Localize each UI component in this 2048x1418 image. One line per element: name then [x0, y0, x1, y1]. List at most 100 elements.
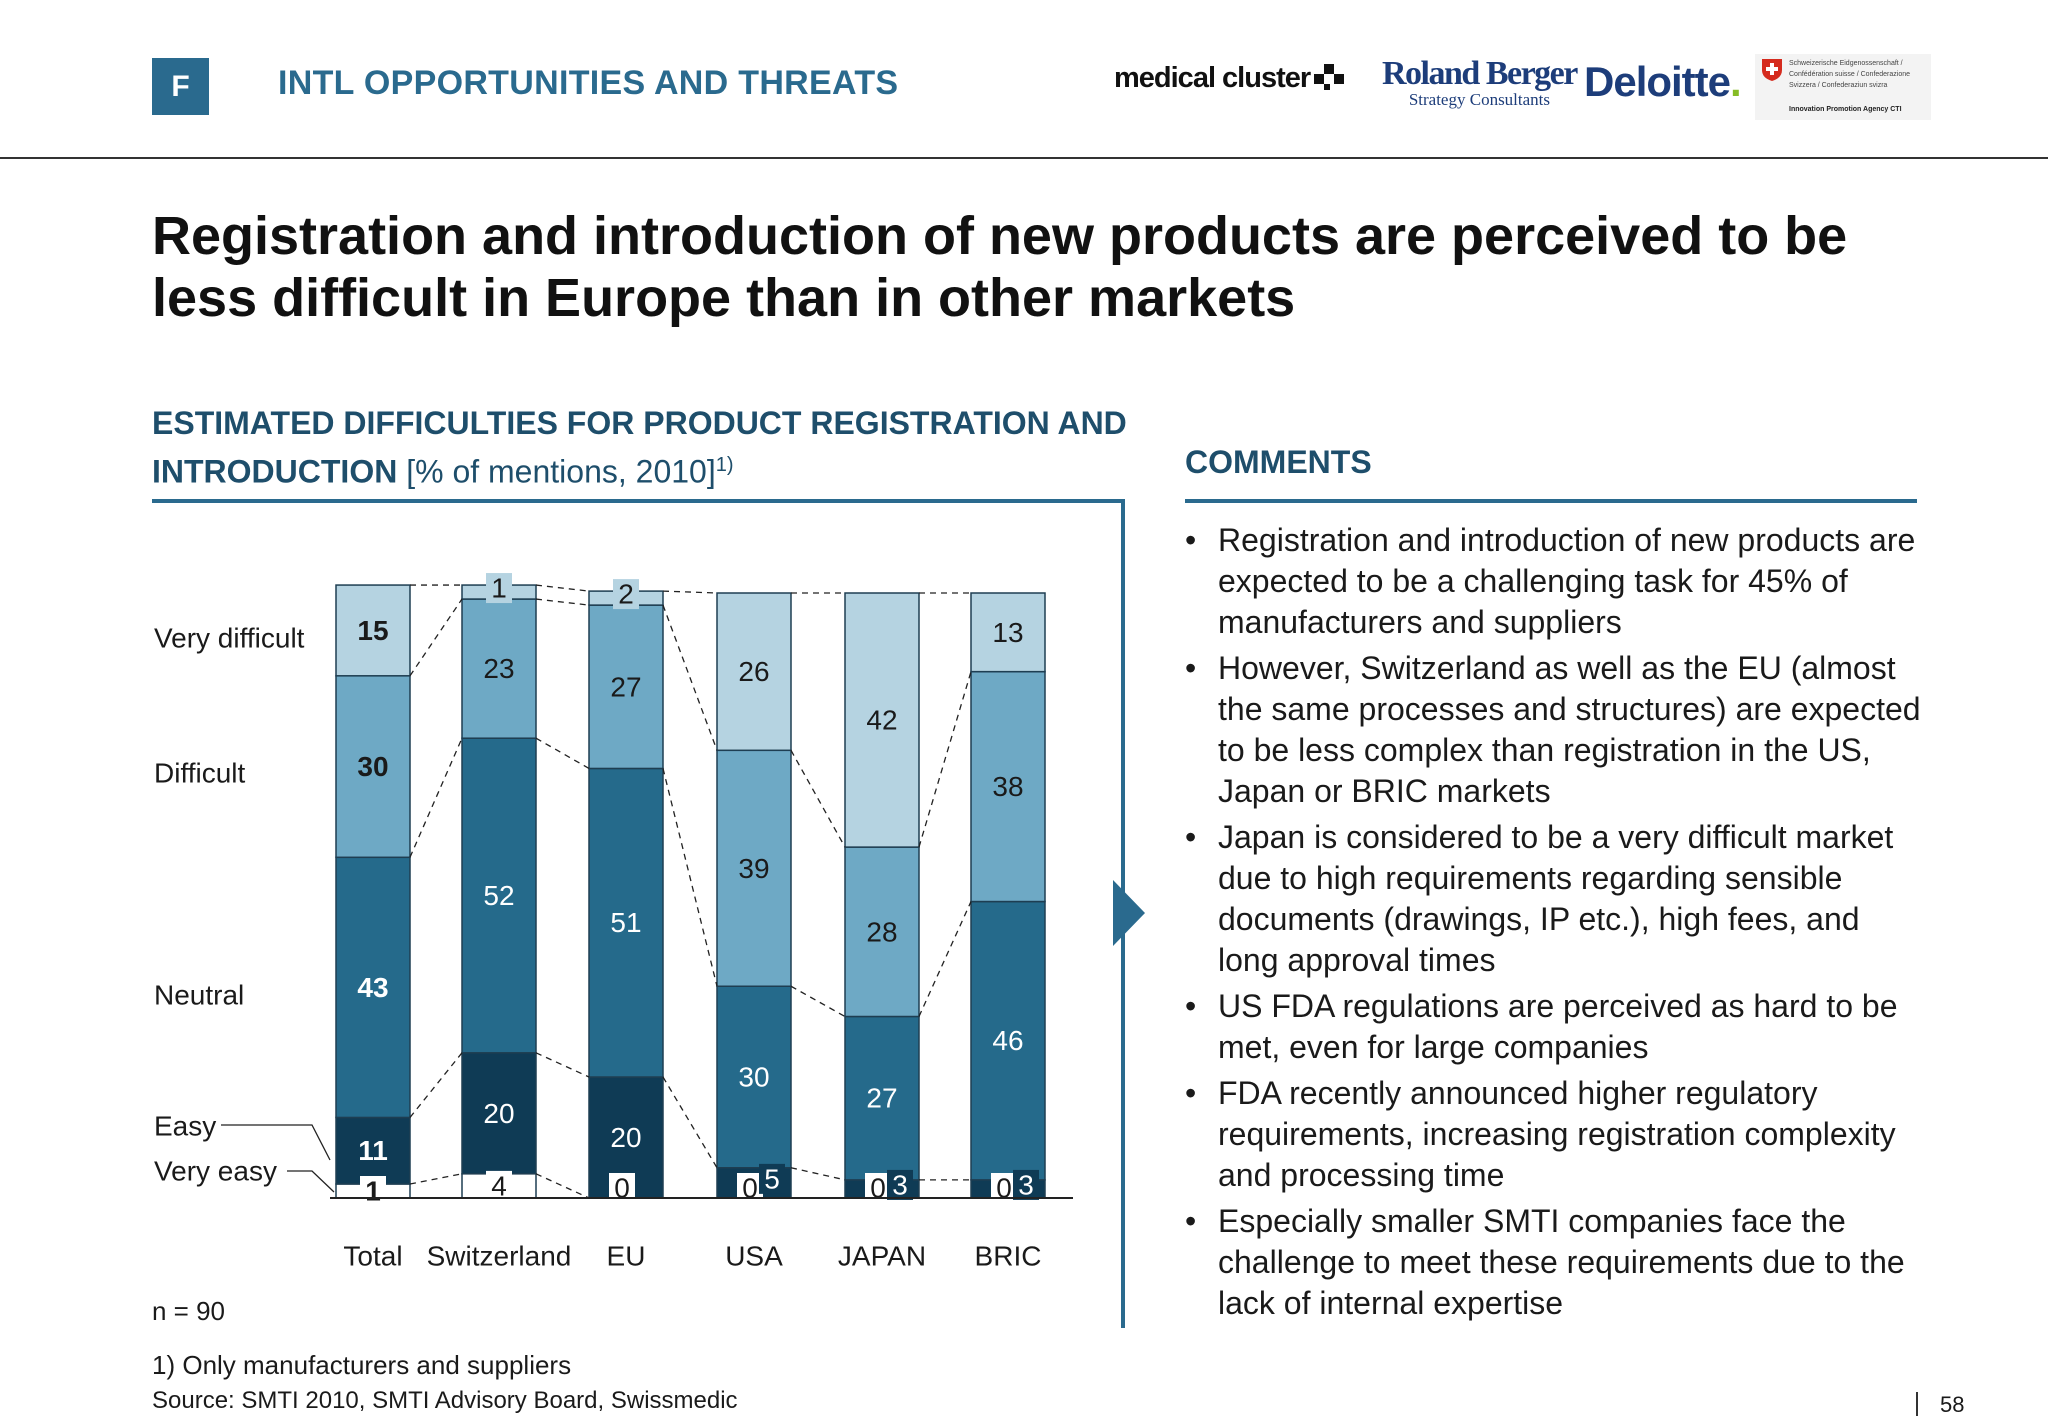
- category-label-japan: JAPAN: [838, 1241, 926, 1272]
- comment-item: • However, Switzerland as well as the EU …: [1185, 648, 1925, 812]
- value-label: 13: [992, 617, 1023, 648]
- comment-text: Registration and introduction of new pro…: [1218, 522, 1916, 640]
- chevron-right-icon: [1113, 880, 1145, 946]
- sample-size-note: n = 90: [152, 1296, 226, 1326]
- medical-cluster-logo: medical cluster: [1114, 60, 1350, 96]
- bar-segment-switzerland-difficult: [461, 598, 537, 739]
- value-label: 4: [491, 1170, 507, 1201]
- deloitte-logo: Deloitte.: [1584, 58, 1742, 106]
- value-label: 20: [610, 1122, 641, 1153]
- legend-label-neutral: Neutral: [154, 980, 244, 1011]
- comments-divider: [1185, 499, 1917, 503]
- connector-line: [409, 1173, 463, 1185]
- connector-line: [409, 1052, 463, 1118]
- section-title: INTL OPPORTUNITIES AND THREATS: [278, 64, 899, 102]
- connector-line: [535, 1173, 590, 1199]
- comment-item: • Especially smaller SMTI companies face …: [1185, 1201, 1925, 1324]
- bar-segment-total-neutral: [335, 856, 411, 1119]
- deloitte-logo-text: Deloitte: [1584, 58, 1731, 105]
- value-label: 2: [618, 579, 634, 610]
- bullet: •: [1185, 1075, 1197, 1111]
- chart-title-unit: [% of mentions, 2010]: [406, 453, 716, 490]
- comment-text: Especially smaller SMTI companies face t…: [1218, 1203, 1905, 1321]
- connector-line: [535, 737, 590, 770]
- value-label: 39: [738, 853, 769, 884]
- value-label: 28: [866, 916, 897, 947]
- medical-cluster-mark-icon: [1314, 64, 1345, 90]
- bullet: •: [1185, 522, 1197, 558]
- value-label: 30: [357, 751, 388, 782]
- category-label-total: Total: [343, 1241, 402, 1272]
- connector-line: [535, 584, 590, 592]
- bar-segment-usa-difficult: [716, 749, 792, 987]
- bar-segment-bric-difficult: [970, 670, 1046, 903]
- comment-text: However, Switzerland as well as the EU (…: [1218, 650, 1921, 809]
- category-label-switzerland: Switzerland: [427, 1241, 572, 1272]
- value-label: 51: [610, 907, 641, 938]
- value-label: 1: [365, 1176, 381, 1207]
- bar-segment-switzerland-neutral: [461, 737, 537, 1054]
- value-label: 3: [1018, 1169, 1034, 1200]
- chart-title-main: ESTIMATED DIFFICULTIES FOR PRODUCT REGIS…: [152, 405, 1127, 490]
- page-number: 58: [1940, 1392, 1965, 1417]
- bullet: •: [1185, 988, 1197, 1024]
- value-label-box: [759, 1163, 785, 1194]
- value-label: 0: [996, 1173, 1012, 1204]
- connector-line: [662, 590, 718, 594]
- comments-title: COMMENTS: [1185, 444, 1372, 480]
- comment-item: • Registration and introduction of new pr…: [1185, 520, 1925, 643]
- value-label: 0: [742, 1173, 758, 1204]
- value-label: 0: [614, 1173, 630, 1204]
- bar-segment-switzerland-easy: [461, 1052, 537, 1175]
- comment-item: • FDA recently announced higher regulator…: [1185, 1073, 1925, 1196]
- legend-leader-very-easy: [287, 1170, 335, 1193]
- medical-cluster-logo-text: medical cluster: [1114, 61, 1311, 94]
- connector-line: [918, 901, 972, 1017]
- value-label: 46: [992, 1025, 1023, 1056]
- connector-line: [790, 749, 846, 848]
- bar-segment-eu-neutral: [588, 767, 664, 1078]
- bullet: •: [1185, 819, 1197, 855]
- legend-leader-easy: [221, 1124, 331, 1161]
- page-number-separator: [1916, 1392, 1918, 1416]
- value-label-box: [1013, 1169, 1039, 1200]
- connector-line: [409, 737, 463, 858]
- connector-line: [409, 598, 463, 677]
- connector-line: [790, 985, 846, 1018]
- value-label-box: [486, 1170, 512, 1201]
- connector-line: [662, 1076, 718, 1169]
- value-label: 42: [866, 705, 897, 736]
- value-label-box: [486, 573, 512, 604]
- value-label: 52: [483, 880, 514, 911]
- value-label-box: [613, 579, 639, 610]
- legend-label-difficult: Difficult: [154, 758, 246, 789]
- deloitte-logo-dot: .: [1730, 58, 1742, 105]
- footnote: 1) Only manufacturers and suppliers: [152, 1350, 572, 1380]
- connector-line: [662, 604, 718, 751]
- bar-segment-total-very-difficult: [335, 584, 411, 677]
- comment-item: • Japan is considered to be a very diffic…: [1185, 817, 1925, 981]
- swiss-shield-icon: [1762, 59, 1782, 81]
- value-label: 26: [738, 656, 769, 687]
- cti-swiss-logo: Schweizerische Eidgenossenschaft / Confé…: [1755, 54, 1931, 120]
- value-label: 15: [357, 615, 388, 646]
- comment-text: FDA recently announced higher regulatory…: [1218, 1075, 1896, 1193]
- value-label: 30: [738, 1062, 769, 1093]
- bar-segment-eu-difficult: [588, 604, 664, 770]
- value-label-box: [887, 1169, 913, 1200]
- value-label-box: [360, 1176, 386, 1206]
- comment-item: • US FDA regulations are perceived as har…: [1185, 986, 1925, 1068]
- bar-segment-japan-very-difficult: [844, 592, 920, 848]
- page-headline: Registration and introduction of new pro…: [152, 206, 1848, 328]
- connector-line: [918, 671, 972, 848]
- connector-line: [662, 768, 718, 987]
- value-label: 27: [610, 671, 641, 702]
- bar-segment-usa-neutral: [716, 985, 792, 1169]
- category-label-bric: BRIC: [975, 1241, 1042, 1272]
- value-label: 0: [870, 1173, 886, 1204]
- bar-segment-bric-very-difficult: [970, 592, 1046, 673]
- header-divider: [0, 157, 2048, 159]
- chart-frame-top-rule: [152, 499, 1125, 503]
- section-badge: F: [152, 58, 209, 115]
